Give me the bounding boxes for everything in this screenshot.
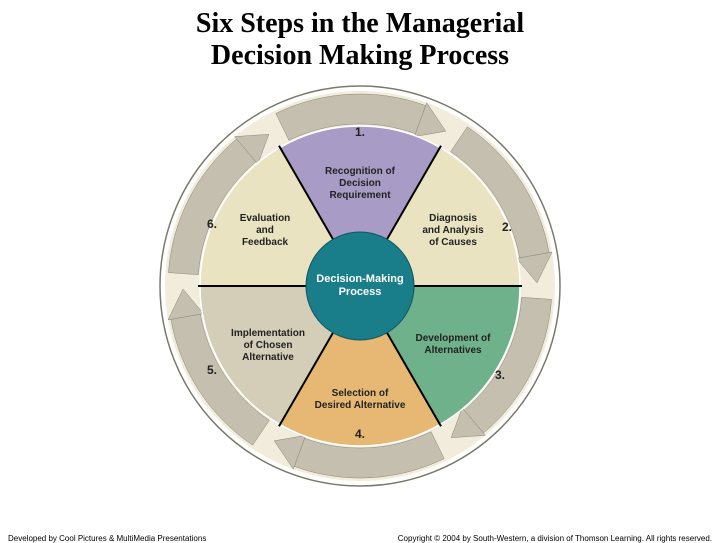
svg-text:of Causes: of Causes [429, 237, 477, 248]
segment-number: 2. [502, 220, 512, 234]
svg-text:Alternatives: Alternatives [424, 345, 482, 356]
segment-number: 6. [207, 217, 217, 231]
title-line2: Decision Making Process [211, 40, 509, 71]
diagram-area: Decision-MakingProcess1.Recognition ofDe… [0, 76, 720, 516]
svg-text:Process: Process [339, 286, 382, 298]
svg-text:Development of: Development of [415, 333, 491, 344]
svg-text:Requirement: Requirement [329, 190, 391, 201]
page-title: Six Steps in the Managerial Decision Mak… [0, 0, 720, 76]
footer-left: Developed by Cool Pictures & MultiMedia … [8, 534, 206, 543]
svg-text:and Analysis: and Analysis [422, 225, 484, 236]
svg-text:Selection of: Selection of [332, 388, 389, 399]
segment-number: 5. [207, 363, 217, 377]
segment-number: 4. [355, 427, 365, 441]
svg-text:Diagnosis: Diagnosis [429, 213, 477, 224]
footer-right: Copyright © 2004 by South-Western, a div… [398, 534, 712, 543]
segment-label: Diagnosisand Analysisof Causes [422, 213, 484, 248]
svg-text:Feedback: Feedback [242, 237, 289, 248]
svg-text:and: and [256, 225, 274, 236]
segment-number: 3. [495, 368, 505, 382]
segment-number: 1. [355, 125, 365, 139]
title-line1: Six Steps in the Managerial [196, 8, 524, 39]
wheel-diagram: Decision-MakingProcess1.Recognition ofDe… [140, 76, 580, 496]
segment-label: Development ofAlternatives [415, 333, 491, 356]
svg-text:Decision: Decision [339, 178, 381, 189]
svg-text:Implementation: Implementation [231, 328, 305, 339]
svg-text:Evaluation: Evaluation [240, 213, 291, 224]
svg-text:Desired Alternative: Desired Alternative [315, 400, 406, 411]
svg-text:Decision-Making: Decision-Making [316, 273, 403, 285]
svg-text:of Chosen: of Chosen [244, 340, 293, 351]
svg-text:Recognition of: Recognition of [325, 166, 396, 177]
svg-text:Alternative: Alternative [242, 352, 294, 363]
